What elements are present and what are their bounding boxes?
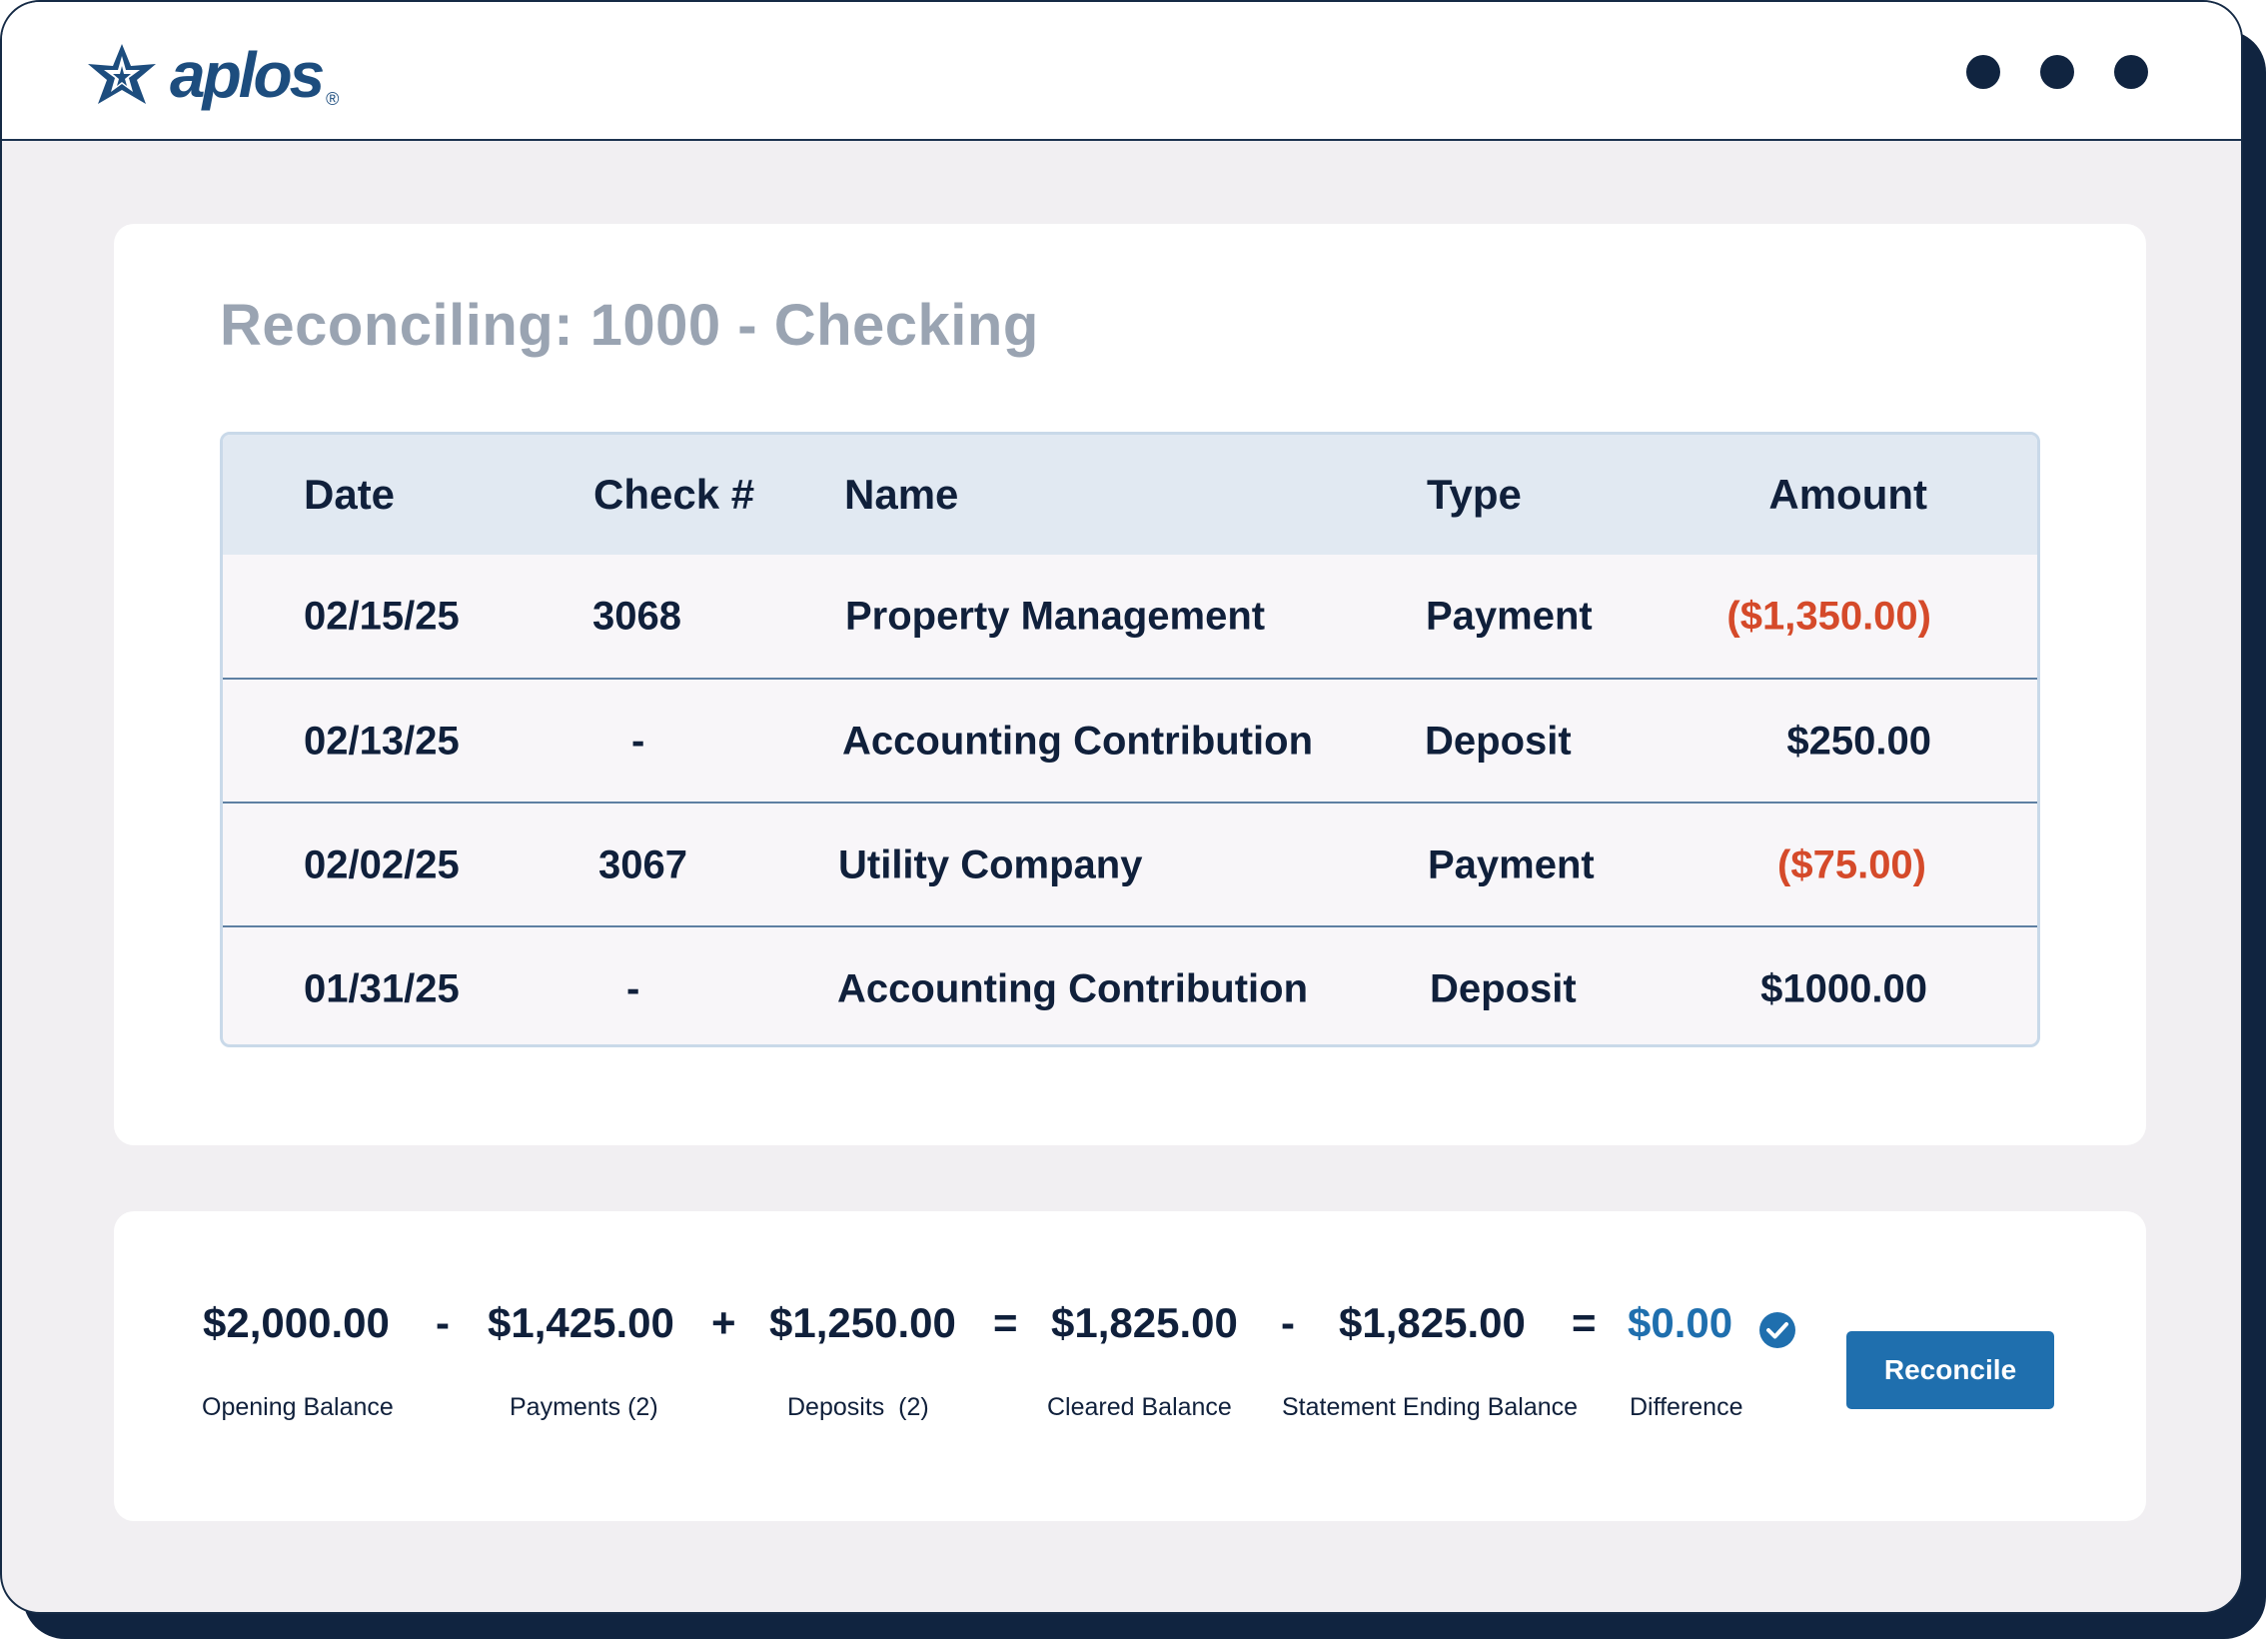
statement-ending-balance-value: $1,825.00	[1339, 1299, 1526, 1346]
dot-icon	[2114, 55, 2148, 89]
row-check: -	[626, 966, 640, 1010]
registered-mark: ®	[326, 89, 340, 109]
aplos-star-logo-icon	[88, 44, 156, 104]
table-header: Date Check # Name Type Amount	[223, 435, 2037, 555]
reconcile-summary-card: $2,000.00 Opening Balance - $1,425.00 Pa…	[114, 1211, 2146, 1521]
table-row[interactable]: 01/31/25 - Accounting Contribution Depos…	[223, 925, 2037, 1044]
title-bar: aplos ®	[2, 2, 2241, 141]
table-row[interactable]: 02/13/25 - Accounting Contribution Depos…	[223, 678, 2037, 803]
reconcile-card: Reconciling: 1000 - Checking Date Check …	[114, 224, 2146, 1145]
cleared-balance-label: Cleared Balance	[1047, 1393, 1232, 1421]
difference-label: Difference	[1630, 1393, 1743, 1421]
plus-operator: +	[711, 1299, 736, 1346]
equals-operator: =	[993, 1299, 1018, 1346]
minus-operator: -	[436, 1299, 450, 1346]
deposits-label: Deposits (2)	[787, 1393, 929, 1421]
opening-balance-label: Opening Balance	[202, 1393, 394, 1421]
row-amount: $250.00	[1786, 719, 1931, 763]
deposits-value: $1,250.00	[769, 1299, 956, 1346]
logo-wordmark: aplos	[170, 39, 325, 111]
dot-icon	[1966, 55, 2000, 89]
row-name: Accounting Contribution	[837, 966, 1309, 1010]
table-row[interactable]: 02/02/25 3067 Utility Company Payment ($…	[223, 802, 2037, 926]
row-date: 02/15/25	[304, 594, 460, 638]
payments-value: $1,425.00	[488, 1299, 674, 1346]
opening-balance-value: $2,000.00	[203, 1299, 390, 1346]
statement-ending-balance-label: Statement Ending Balance	[1282, 1393, 1579, 1421]
row-check: 3068	[592, 594, 681, 638]
equals-operator: =	[1572, 1299, 1597, 1346]
row-check: 3067	[598, 842, 687, 886]
row-type: Deposit	[1425, 719, 1572, 763]
row-type: Payment	[1426, 594, 1593, 638]
row-date: 02/02/25	[304, 842, 460, 886]
row-name: Property Management	[845, 594, 1266, 638]
row-type: Payment	[1428, 842, 1595, 886]
check-circle-icon	[1759, 1312, 1795, 1348]
difference-value: $0.00	[1628, 1299, 1733, 1346]
column-header-name[interactable]: Name	[844, 471, 959, 518]
row-date: 02/13/25	[304, 719, 460, 763]
row-name: Accounting Contribution	[842, 719, 1314, 763]
cleared-balance-value: $1,825.00	[1051, 1299, 1238, 1346]
row-name: Utility Company	[838, 842, 1143, 886]
column-header-date[interactable]: Date	[304, 471, 396, 518]
payments-label: Payments (2)	[510, 1393, 658, 1421]
window-dots-icon[interactable]	[1966, 55, 2148, 89]
transactions-table: Date Check # Name Type Amount 02/15/25 3…	[220, 432, 2040, 1047]
row-amount: ($75.00)	[1777, 842, 1926, 886]
column-header-type[interactable]: Type	[1427, 471, 1522, 518]
row-type: Deposit	[1430, 966, 1577, 1010]
minus-operator: -	[1281, 1299, 1295, 1346]
row-date: 01/31/25	[304, 966, 460, 1010]
aplos-logo[interactable]: aplos ®	[84, 40, 339, 110]
page-title: Reconciling: 1000 - Checking	[220, 293, 1039, 358]
app-window: aplos ® Reconciling: 1000 - Checking Dat…	[0, 0, 2243, 1614]
row-check: -	[631, 719, 645, 763]
column-header-amount[interactable]: Amount	[1768, 471, 1927, 518]
row-amount: ($1,350.00)	[1726, 594, 1931, 638]
reconcile-button[interactable]: Reconcile	[1846, 1331, 2054, 1409]
dot-icon	[2040, 55, 2074, 89]
table-row[interactable]: 02/15/25 3068 Property Management Paymen…	[223, 555, 2037, 678]
row-amount: $1000.00	[1760, 966, 1927, 1010]
column-header-check[interactable]: Check #	[593, 471, 755, 518]
